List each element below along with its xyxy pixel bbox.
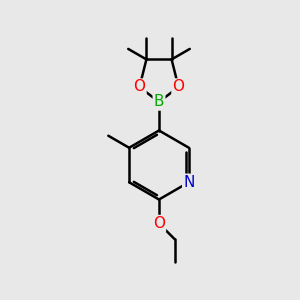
Text: O: O — [172, 80, 184, 94]
Text: O: O — [153, 216, 165, 231]
Text: B: B — [154, 94, 164, 110]
Text: O: O — [134, 80, 146, 94]
Text: N: N — [183, 175, 195, 190]
